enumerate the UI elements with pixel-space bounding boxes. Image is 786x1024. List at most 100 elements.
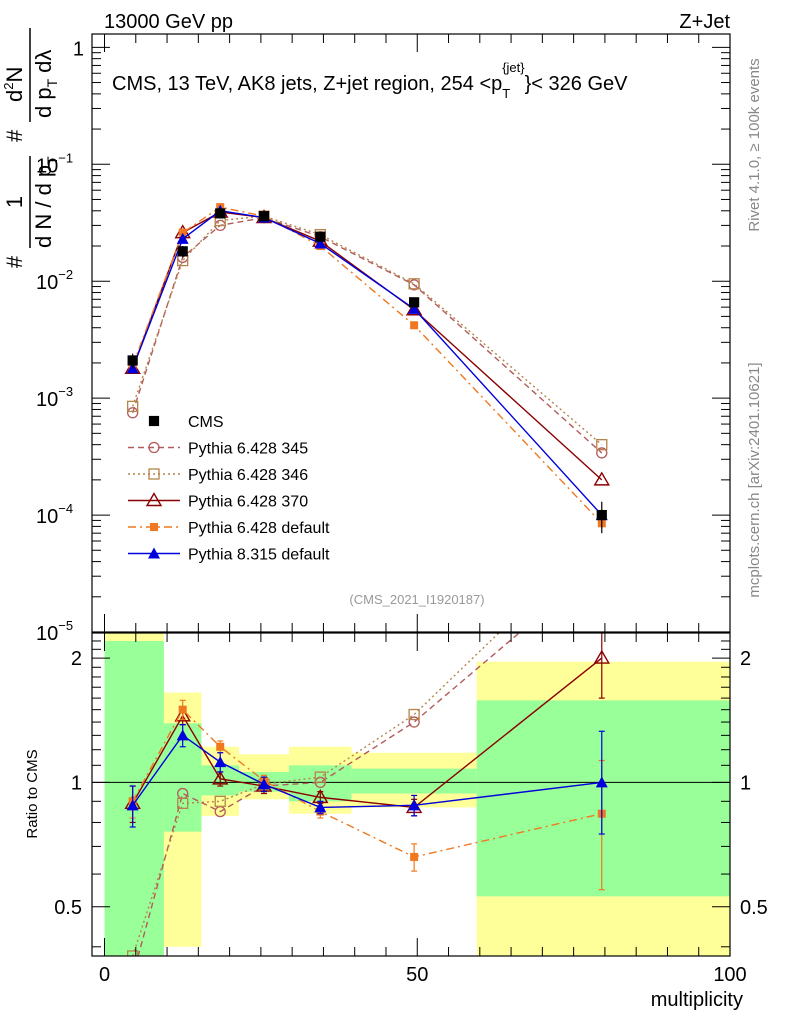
ratio-xtick-label-0: 0 — [99, 964, 110, 986]
main-ytick-base-0: 1 — [73, 38, 84, 60]
ratio-point-p8def-5 — [408, 799, 421, 811]
ratio-ytick-label-right-1: 1 — [740, 772, 751, 794]
point-p345-0 — [127, 407, 139, 419]
band-inner-0 — [104, 640, 164, 956]
ratio-point-p8def-2 — [214, 756, 227, 768]
ylabel-den2-tail: dλ — [31, 50, 56, 73]
main-ylabel: # 1 d N / d pT # d2N d pTdλ — [1, 28, 60, 268]
header-right: Z+Jet — [679, 11, 730, 33]
legend-label-p346: Pythia 6.428 346 — [188, 467, 308, 484]
ratio-point-p346-0 — [127, 950, 139, 956]
ratio-point-p8def-3 — [258, 778, 271, 790]
ratio-xtick-label-1: 50 — [406, 964, 428, 986]
header-left: 13000 GeV pp — [104, 11, 233, 33]
ylabel-den2: d pTdλ — [31, 50, 60, 118]
point-p8def-4 — [314, 237, 327, 249]
main-ytick-base-2: 10 — [36, 272, 58, 294]
legend-marker-data — [148, 415, 160, 427]
ylabel-num: d2N — [1, 67, 27, 102]
main-ytick-base-1: 10 — [36, 155, 58, 177]
ratio-ytick-label-right-2: 2 — [740, 648, 751, 670]
ratio-point-p6def-5 — [410, 852, 419, 861]
main-ytick-label-3: 10−3 — [36, 384, 73, 411]
ratio-point-p346-1 — [177, 797, 189, 809]
ylabel-hash-2: # — [2, 129, 27, 142]
band-inner-5 — [351, 768, 477, 794]
ratio-point-p6def-2 — [216, 742, 225, 751]
main-ytick-label-1: 10−1 — [36, 150, 73, 177]
main-ytick-label-5: 10−5 — [36, 618, 73, 645]
rivet-label: Rivet 4.1.0, ≥ 100k events — [746, 58, 763, 231]
title-sup: {jet} — [502, 60, 525, 75]
ratio-point-p8def-6 — [595, 776, 608, 788]
title-sub: T — [502, 86, 510, 101]
main-ytick-label-4: 10−4 — [36, 501, 73, 528]
legend-label-p8def: Pythia 8.315 default — [188, 547, 330, 564]
main-frame — [91, 33, 731, 633]
main-plot: 110−110−210−310−410−5 — [36, 33, 731, 645]
ratio-point-p345-5 — [408, 716, 420, 728]
point-p346-5 — [408, 278, 420, 290]
ratio-frame — [91, 632, 731, 957]
main-ytick-base-5: 10 — [36, 623, 58, 645]
ylabel-denom-sub: T — [44, 156, 60, 165]
main-ytick-label-0: 1 — [73, 38, 84, 60]
ylabel-num-n: N — [2, 67, 27, 83]
point-p345-6 — [596, 447, 608, 459]
ratio-ytick-label-0: 0.5 — [54, 897, 82, 919]
data-point-6 — [596, 509, 607, 521]
xlabel: multiplicity — [651, 989, 743, 1011]
ratio-content — [92, 633, 730, 956]
main-ytick-exp-2: −2 — [58, 267, 73, 282]
band-inner-6 — [476, 700, 730, 897]
ratio-point-p370-2 — [212, 770, 229, 785]
ratio-point-p346-5 — [408, 708, 420, 721]
legend-marker-p345 — [148, 441, 160, 454]
main-ytick-exp-5: −5 — [58, 618, 73, 633]
ylabel-num-sup: 2 — [1, 83, 16, 90]
point-p8def-5 — [408, 302, 421, 314]
ylabel-den2-sub: T — [44, 78, 60, 87]
main-ytick-base-3: 10 — [36, 389, 58, 411]
data-point-3 — [258, 211, 270, 222]
mcplots-label: mcplots.cern.ch [arXiv:2401.10621] — [746, 362, 763, 597]
ylabel-one: 1 — [2, 196, 27, 208]
legend-marker-p6def — [150, 523, 158, 531]
legend-label-p6def: Pythia 6.428 default — [188, 520, 330, 537]
ratio-point-p370-6 — [593, 649, 610, 664]
legend-marker-p346 — [148, 468, 160, 480]
ylabel-num-d: d — [2, 90, 27, 102]
legend-label-p370: Pythia 6.428 370 — [188, 494, 308, 511]
title-main: CMS, 13 TeV, AK8 jets, Z+jet region, 254… — [112, 73, 502, 95]
ratio-point-p370-1 — [174, 707, 191, 722]
ratio-point-p8def-1 — [176, 729, 189, 741]
data-point-5 — [409, 297, 420, 308]
ylabel-hash-1: # — [2, 255, 27, 268]
ratio-ytick-label-2: 2 — [71, 648, 82, 670]
ratio-point-p8def-0 — [126, 799, 139, 811]
ratio-point-p8def-4 — [314, 801, 327, 813]
ratio-point-p346-4 — [314, 771, 326, 783]
point-p370-6 — [593, 471, 610, 486]
legend-marker-p370 — [145, 492, 163, 507]
ratio-ytick-label-1: 1 — [71, 772, 82, 794]
point-p6def-1 — [178, 228, 187, 237]
ylabel-den2-main: d p — [31, 87, 56, 118]
analysis-id: (CMS_2021_I1920187) — [349, 592, 484, 607]
main-ytick-exp-1: −1 — [58, 150, 73, 165]
ratio-point-p346-2 — [214, 795, 226, 807]
point-p8def-1 — [176, 232, 189, 244]
point-p6def-5 — [410, 321, 419, 330]
point-p346-6 — [596, 439, 608, 451]
title-tail: }< 326 GeV — [525, 73, 629, 95]
ratio-ytick-label-right-0: 0.5 — [740, 897, 768, 919]
legend-marker-p8def — [148, 547, 160, 559]
series-line-p346 — [131, 215, 603, 446]
point-p370-5 — [405, 301, 423, 316]
ylabel-denom-main: d N / d p — [31, 165, 56, 248]
legend-label-p345: Pythia 6.428 345 — [188, 441, 308, 458]
data-point-4 — [315, 231, 326, 242]
data-point-2 — [215, 208, 226, 219]
main-ytick-base-4: 10 — [36, 506, 58, 528]
data-point-0 — [127, 355, 138, 366]
